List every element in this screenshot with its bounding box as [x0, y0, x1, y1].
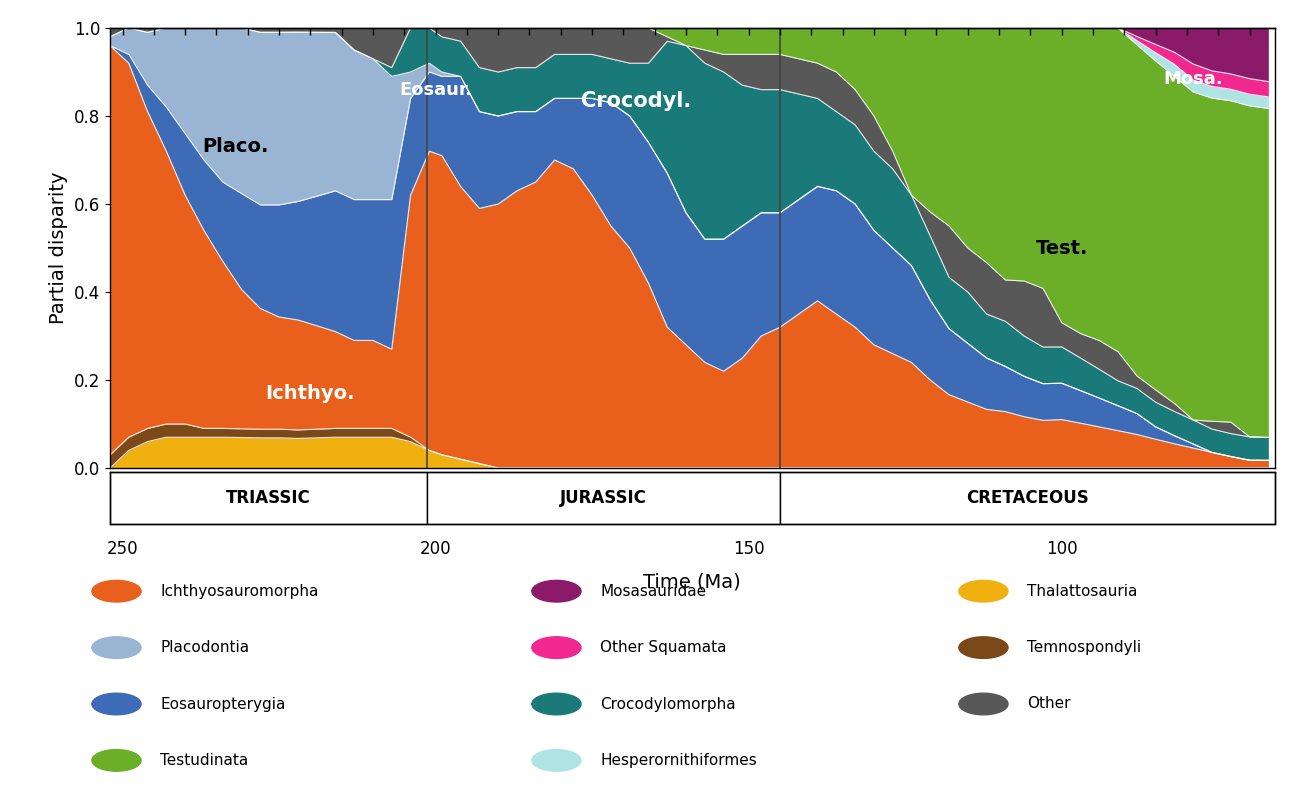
- Text: Time (Ma): Time (Ma): [643, 572, 741, 591]
- Bar: [427, 472, 780, 524]
- Text: Thalattosauria: Thalattosauria: [1027, 584, 1137, 598]
- Text: CRETACEOUS: CRETACEOUS: [965, 489, 1088, 507]
- Ellipse shape: [532, 581, 581, 602]
- Text: Mosasauridae: Mosasauridae: [600, 584, 707, 598]
- Ellipse shape: [959, 637, 1008, 658]
- Ellipse shape: [532, 750, 581, 771]
- Y-axis label: Partial disparity: Partial disparity: [49, 172, 69, 324]
- Text: 150: 150: [732, 540, 765, 558]
- Text: Temnospondyli: Temnospondyli: [1027, 640, 1141, 655]
- Text: Mosa.: Mosa.: [1163, 70, 1223, 87]
- Text: Testudinata: Testudinata: [160, 753, 248, 768]
- Text: Ichthyo.: Ichthyo.: [265, 384, 355, 402]
- Text: Crocodylomorpha: Crocodylomorpha: [600, 697, 736, 711]
- Text: Placo.: Placo.: [202, 138, 268, 156]
- Ellipse shape: [92, 750, 141, 771]
- Ellipse shape: [959, 581, 1008, 602]
- Text: Other: Other: [1027, 697, 1071, 711]
- Ellipse shape: [959, 693, 1008, 715]
- Text: Eosaur.: Eosaur.: [399, 81, 472, 98]
- Text: TRIASSIC: TRIASSIC: [226, 489, 311, 507]
- Text: Hesperornithiformes: Hesperornithiformes: [600, 753, 757, 768]
- Ellipse shape: [92, 637, 141, 658]
- Ellipse shape: [92, 581, 141, 602]
- Text: Crocodyl.: Crocodyl.: [581, 90, 691, 110]
- Bar: [110, 472, 427, 524]
- Ellipse shape: [532, 637, 581, 658]
- Text: JURASSIC: JURASSIC: [560, 489, 647, 507]
- Text: 200: 200: [419, 540, 452, 558]
- Bar: [780, 472, 1275, 524]
- Text: 100: 100: [1046, 540, 1078, 558]
- Ellipse shape: [532, 693, 581, 715]
- Text: Test.: Test.: [1035, 238, 1088, 258]
- Text: Ichthyosauromorpha: Ichthyosauromorpha: [160, 584, 318, 598]
- Text: 250: 250: [106, 540, 138, 558]
- Text: Other Squamata: Other Squamata: [600, 640, 727, 655]
- Text: Placodontia: Placodontia: [160, 640, 250, 655]
- Ellipse shape: [92, 693, 141, 715]
- Text: Eosauropterygia: Eosauropterygia: [160, 697, 286, 711]
